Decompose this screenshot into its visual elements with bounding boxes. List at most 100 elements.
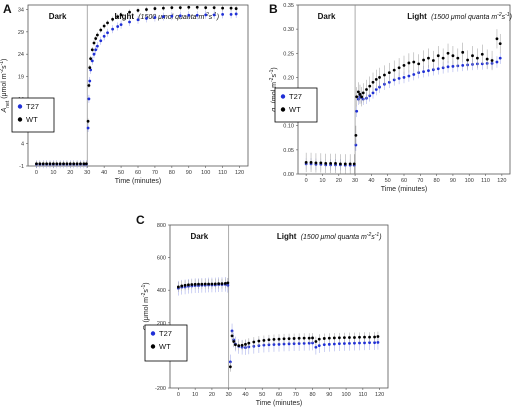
legend-marker-t27 xyxy=(150,331,156,336)
data-point-wt xyxy=(89,57,93,61)
y-tick-label: 24 xyxy=(18,52,24,58)
data-point-wt xyxy=(490,59,494,62)
x-tick-label: 30 xyxy=(352,178,358,184)
data-point-t27 xyxy=(495,60,499,64)
data-point-wt xyxy=(378,76,381,79)
data-point-t27 xyxy=(461,63,465,67)
data-point-t27 xyxy=(297,342,301,345)
y-axis-label-part: ) xyxy=(143,282,150,284)
legend-label-wt: WT xyxy=(26,115,38,124)
data-point-wt xyxy=(355,95,359,99)
data-point-wt xyxy=(55,162,59,166)
data-point-t27 xyxy=(451,64,455,68)
x-tick-label: 120 xyxy=(497,178,506,184)
data-point-wt xyxy=(498,42,502,46)
y-axis-label-part: s xyxy=(1,65,8,69)
data-point-wt xyxy=(87,84,91,87)
dark-phase-label: Dark xyxy=(190,232,208,241)
data-point-t27 xyxy=(111,27,115,31)
data-point-wt xyxy=(282,337,286,341)
data-point-wt xyxy=(213,282,217,286)
y-tick-label: 400 xyxy=(157,288,166,294)
data-point-wt xyxy=(446,51,450,55)
legend-marker-wt xyxy=(280,107,286,112)
x-tick-label: 80 xyxy=(434,178,440,184)
data-point-wt xyxy=(84,162,88,166)
x-tick-label: 20 xyxy=(336,178,342,184)
data-point-t27 xyxy=(363,341,366,345)
data-point-wt xyxy=(358,335,361,339)
light-phase-label: Light xyxy=(114,12,134,21)
data-point-wt xyxy=(376,335,380,338)
data-point-wt xyxy=(361,91,365,95)
data-point-wt xyxy=(327,336,331,340)
data-point-t27 xyxy=(99,39,103,43)
data-point-wt xyxy=(45,162,49,166)
data-point-wt xyxy=(229,6,233,10)
data-point-wt xyxy=(197,282,200,286)
data-point-wt xyxy=(41,162,45,166)
y-axis-label-part: -1 xyxy=(141,284,147,289)
data-point-wt xyxy=(287,337,291,341)
panel-letter-c: C xyxy=(136,213,145,227)
data-point-t27 xyxy=(343,342,346,345)
data-point-wt xyxy=(207,282,210,286)
data-point-wt xyxy=(193,282,197,286)
x-tick-label: 110 xyxy=(218,170,227,176)
plot-frame xyxy=(27,4,249,167)
data-point-wt xyxy=(187,5,191,9)
data-point-wt xyxy=(431,59,435,62)
data-point-t27 xyxy=(119,23,123,27)
data-point-wt xyxy=(348,336,351,339)
x-tick-label: 50 xyxy=(259,392,265,398)
data-point-wt xyxy=(322,337,326,340)
data-point-wt xyxy=(226,281,230,285)
data-point-wt xyxy=(65,162,69,166)
data-point-wt xyxy=(368,335,371,339)
data-point-wt xyxy=(456,56,460,60)
data-point-t27 xyxy=(178,14,182,18)
data-point-wt xyxy=(58,162,62,166)
data-point-wt xyxy=(75,162,79,166)
y-axis-label-part: net xyxy=(5,100,11,108)
data-point-t27 xyxy=(145,17,148,20)
data-point-wt xyxy=(314,161,318,165)
data-point-wt xyxy=(106,21,109,25)
data-point-wt xyxy=(51,162,55,166)
y-axis-label-part: -1 xyxy=(269,69,275,74)
data-point-wt xyxy=(145,8,148,11)
chart-panel-a: A 0102030405060708090100110120-149141924… xyxy=(0,0,260,200)
x-tick-label: 90 xyxy=(450,178,456,184)
y-axis-label-part: A xyxy=(1,107,8,113)
data-point-wt xyxy=(180,284,184,288)
data-point-wt xyxy=(402,63,406,67)
data-point-wt xyxy=(451,54,455,58)
x-tick-label: 100 xyxy=(341,392,350,398)
data-point-t27 xyxy=(282,342,286,346)
data-point-t27 xyxy=(332,342,336,346)
data-point-t27 xyxy=(90,59,94,63)
data-point-wt xyxy=(307,336,311,340)
data-point-t27 xyxy=(106,31,109,35)
data-point-t27 xyxy=(87,97,91,101)
data-point-wt xyxy=(297,336,301,340)
x-tick-label: 0 xyxy=(305,178,308,184)
x-tick-label: 70 xyxy=(152,170,158,176)
data-point-t27 xyxy=(446,65,450,69)
data-point-wt xyxy=(183,283,187,287)
data-point-wt xyxy=(354,133,358,137)
data-point-wt xyxy=(203,282,207,286)
x-axis-label: Time (minutes) xyxy=(115,178,161,185)
y-tick-label: 200 xyxy=(157,321,166,327)
data-point-wt xyxy=(200,282,204,286)
data-point-wt xyxy=(252,340,256,344)
data-point-t27 xyxy=(371,91,375,95)
data-point-t27 xyxy=(302,341,306,345)
data-point-wt xyxy=(128,10,131,14)
y-axis-label-part: (mol m xyxy=(271,82,278,106)
data-point-t27 xyxy=(212,13,216,17)
x-tick-label: 110 xyxy=(481,178,490,184)
data-point-t27 xyxy=(94,48,98,52)
x-tick-label: 120 xyxy=(235,170,244,176)
series-wt xyxy=(35,4,238,167)
